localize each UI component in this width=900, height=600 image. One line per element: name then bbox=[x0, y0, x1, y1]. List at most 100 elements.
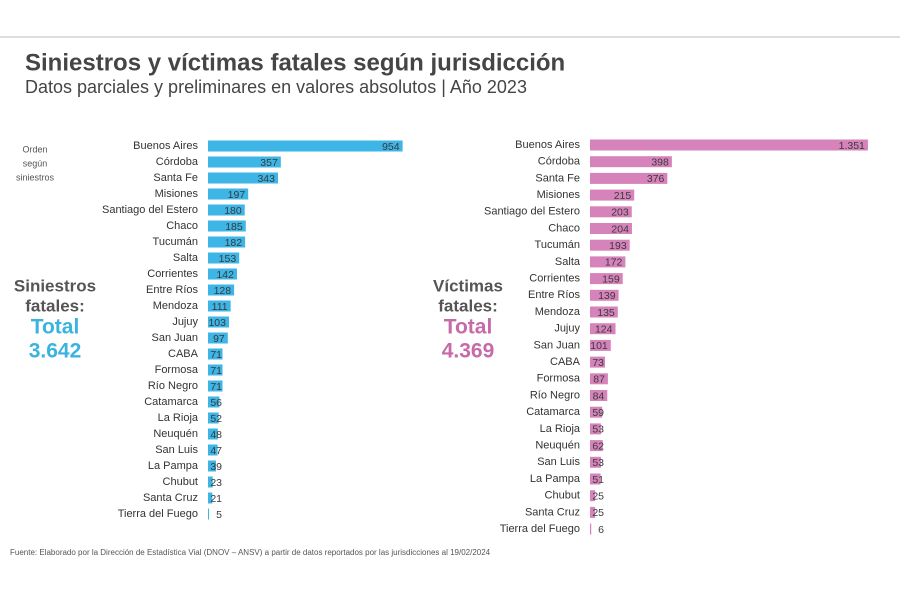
category-label: Misiones bbox=[537, 189, 581, 201]
value-label: 25 bbox=[592, 490, 604, 502]
note: Orden bbox=[22, 144, 47, 154]
value-label: 153 bbox=[219, 253, 237, 265]
bar bbox=[590, 356, 606, 368]
bar bbox=[208, 268, 237, 280]
value-label: 357 bbox=[260, 157, 278, 169]
bar bbox=[208, 348, 223, 360]
value-label: 203 bbox=[611, 207, 629, 219]
category-label: Córdoba bbox=[156, 156, 199, 168]
category-label: Mendoza bbox=[535, 306, 581, 318]
bar bbox=[590, 373, 608, 385]
bar bbox=[590, 223, 632, 234]
value-label: 185 bbox=[225, 221, 243, 233]
category-label: Tucumán bbox=[535, 239, 580, 251]
bar bbox=[208, 508, 210, 520]
category-label: Santiago del Estero bbox=[484, 206, 580, 218]
value-label: 1.351 bbox=[839, 140, 865, 152]
bar bbox=[208, 236, 246, 248]
bar bbox=[208, 460, 216, 472]
category-label: San Juan bbox=[152, 332, 198, 344]
value-label: 180 bbox=[224, 205, 242, 217]
value-label: 204 bbox=[611, 223, 629, 235]
value-label: 343 bbox=[257, 173, 275, 185]
value-label: 56 bbox=[210, 397, 222, 409]
category-label: Misiones bbox=[155, 188, 199, 200]
bar bbox=[590, 239, 630, 251]
bar bbox=[590, 523, 592, 535]
value-label: 101 bbox=[590, 340, 608, 352]
bar bbox=[208, 204, 245, 216]
bar bbox=[590, 189, 635, 201]
bar bbox=[590, 339, 611, 351]
value-label: 59 bbox=[592, 407, 604, 419]
bar bbox=[590, 506, 596, 518]
category-label: Salta bbox=[555, 256, 581, 268]
bar bbox=[208, 476, 213, 488]
bar bbox=[590, 172, 668, 184]
value-label: 47 bbox=[210, 445, 222, 457]
category-label: Neuquén bbox=[535, 440, 580, 452]
value-label: 52 bbox=[210, 413, 222, 425]
value-label: 51 bbox=[592, 474, 604, 486]
bar bbox=[590, 456, 601, 468]
value-label: 159 bbox=[602, 273, 620, 285]
value-label: 23 bbox=[210, 477, 222, 489]
category-label: Neuquén bbox=[153, 428, 198, 440]
category-label: Salta bbox=[173, 252, 199, 264]
bar bbox=[208, 172, 278, 184]
category-label: CABA bbox=[550, 356, 581, 368]
value-label: 39 bbox=[210, 461, 222, 473]
category-label: La Rioja bbox=[158, 412, 199, 424]
bar bbox=[208, 220, 246, 232]
bar bbox=[590, 406, 603, 418]
summary-total-label: Total bbox=[444, 316, 493, 339]
category-label: San Luis bbox=[155, 444, 198, 456]
bar bbox=[208, 332, 228, 344]
bar bbox=[590, 289, 619, 301]
value-label: 111 bbox=[212, 301, 228, 313]
source: Fuente: Elaborado por la Dirección de Es… bbox=[10, 548, 491, 557]
value-label: 53 bbox=[592, 457, 604, 469]
category-label: Catamarca bbox=[144, 396, 199, 408]
value-label: 21 bbox=[210, 493, 222, 505]
category-label: Córdoba bbox=[538, 156, 581, 168]
value-label: 182 bbox=[225, 237, 243, 249]
category-label: Entre Ríos bbox=[146, 284, 198, 296]
bar bbox=[208, 188, 249, 200]
value-label: 215 bbox=[614, 190, 632, 202]
category-label: Mendoza bbox=[153, 300, 199, 312]
category-label: Santa Cruz bbox=[525, 506, 580, 518]
category-label: Santiago del Estero bbox=[102, 204, 198, 216]
summary-label: fatales: bbox=[25, 296, 85, 315]
category-label: La Pampa bbox=[530, 473, 581, 485]
note: siniestros bbox=[16, 172, 55, 182]
category-label: Santa Fe bbox=[535, 172, 580, 184]
category-label: Río Negro bbox=[530, 389, 580, 401]
value-label: 5 bbox=[216, 509, 222, 521]
category-label: Jujuy bbox=[554, 323, 580, 335]
bar bbox=[590, 390, 608, 401]
category-label: Tierra del Fuego bbox=[500, 523, 580, 535]
value-label: 139 bbox=[598, 290, 616, 302]
value-label: 376 bbox=[647, 173, 665, 185]
summary-total: 4.369 bbox=[442, 340, 495, 363]
category-label: Corrientes bbox=[147, 268, 198, 280]
category-label: Chaco bbox=[166, 220, 198, 232]
bar bbox=[208, 492, 213, 504]
value-label: 48 bbox=[210, 429, 222, 441]
category-label: Entre Ríos bbox=[528, 289, 580, 301]
value-label: 193 bbox=[609, 240, 627, 252]
category-label: La Rioja bbox=[540, 423, 581, 435]
category-label: Formosa bbox=[537, 373, 581, 385]
bar bbox=[590, 440, 603, 452]
value-label: 25 bbox=[592, 507, 604, 519]
bar bbox=[208, 252, 240, 264]
summary-label: Siniestros bbox=[14, 276, 96, 295]
value-label: 97 bbox=[213, 333, 225, 345]
value-label: 87 bbox=[593, 374, 605, 386]
category-label: Santa Cruz bbox=[143, 492, 198, 504]
category-label: Río Negro bbox=[148, 380, 198, 392]
bar bbox=[208, 364, 223, 376]
category-label: Chubut bbox=[163, 476, 198, 488]
